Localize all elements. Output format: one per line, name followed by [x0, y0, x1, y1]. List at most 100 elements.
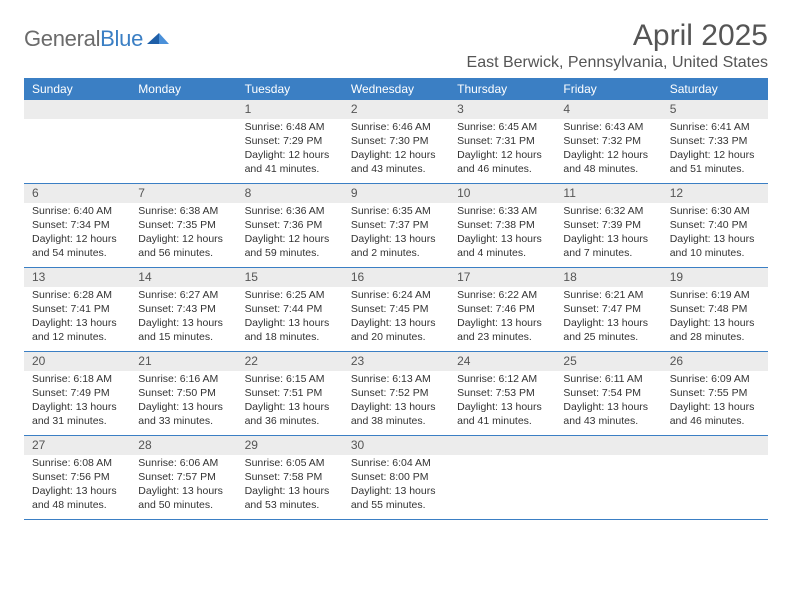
sunrise-line: Sunrise: 6:41 AM: [670, 121, 760, 135]
day-details: Sunrise: 6:05 AMSunset: 7:58 PMDaylight:…: [237, 455, 343, 518]
calendar-cell: 15Sunrise: 6:25 AMSunset: 7:44 PMDayligh…: [237, 267, 343, 351]
calendar-cell: 12Sunrise: 6:30 AMSunset: 7:40 PMDayligh…: [662, 183, 768, 267]
daylight-line: Daylight: 13 hours and 36 minutes.: [245, 401, 335, 429]
day-number: 8: [237, 184, 343, 204]
day-details-empty: [449, 455, 555, 507]
calendar-cell: 2Sunrise: 6:46 AMSunset: 7:30 PMDaylight…: [343, 100, 449, 184]
calendar-cell: 21Sunrise: 6:16 AMSunset: 7:50 PMDayligh…: [130, 351, 236, 435]
calendar-cell: 24Sunrise: 6:12 AMSunset: 7:53 PMDayligh…: [449, 351, 555, 435]
day-number: 27: [24, 436, 130, 456]
calendar-cell: [449, 435, 555, 519]
day-number: 17: [449, 268, 555, 288]
weekday-header: Friday: [555, 78, 661, 100]
day-number: 7: [130, 184, 236, 204]
calendar-cell: 19Sunrise: 6:19 AMSunset: 7:48 PMDayligh…: [662, 267, 768, 351]
day-details: Sunrise: 6:25 AMSunset: 7:44 PMDaylight:…: [237, 287, 343, 350]
location: East Berwick, Pennsylvania, United State…: [467, 54, 768, 72]
daylight-line: Daylight: 13 hours and 48 minutes.: [32, 485, 122, 513]
day-details: Sunrise: 6:45 AMSunset: 7:31 PMDaylight:…: [449, 119, 555, 182]
day-details: Sunrise: 6:12 AMSunset: 7:53 PMDaylight:…: [449, 371, 555, 434]
day-number: 29: [237, 436, 343, 456]
calendar-cell: 30Sunrise: 6:04 AMSunset: 8:00 PMDayligh…: [343, 435, 449, 519]
daylight-line: Daylight: 12 hours and 54 minutes.: [32, 233, 122, 261]
day-number-empty: [662, 436, 768, 456]
daylight-line: Daylight: 13 hours and 12 minutes.: [32, 317, 122, 345]
sunrise-line: Sunrise: 6:13 AM: [351, 373, 441, 387]
sunset-line: Sunset: 7:33 PM: [670, 135, 760, 149]
calendar-header-row: SundayMondayTuesdayWednesdayThursdayFrid…: [24, 78, 768, 100]
sunrise-line: Sunrise: 6:36 AM: [245, 205, 335, 219]
sunset-line: Sunset: 7:41 PM: [32, 303, 122, 317]
sunrise-line: Sunrise: 6:32 AM: [563, 205, 653, 219]
daylight-line: Daylight: 13 hours and 2 minutes.: [351, 233, 441, 261]
calendar-row: 20Sunrise: 6:18 AMSunset: 7:49 PMDayligh…: [24, 351, 768, 435]
daylight-line: Daylight: 13 hours and 15 minutes.: [138, 317, 228, 345]
day-number: 20: [24, 352, 130, 372]
day-details-empty: [24, 119, 130, 171]
calendar-row: 1Sunrise: 6:48 AMSunset: 7:29 PMDaylight…: [24, 100, 768, 184]
daylight-line: Daylight: 13 hours and 18 minutes.: [245, 317, 335, 345]
day-details: Sunrise: 6:35 AMSunset: 7:37 PMDaylight:…: [343, 203, 449, 266]
sunset-line: Sunset: 7:48 PM: [670, 303, 760, 317]
sunset-line: Sunset: 7:35 PM: [138, 219, 228, 233]
sunset-line: Sunset: 7:32 PM: [563, 135, 653, 149]
day-details: Sunrise: 6:18 AMSunset: 7:49 PMDaylight:…: [24, 371, 130, 434]
daylight-line: Daylight: 13 hours and 50 minutes.: [138, 485, 228, 513]
day-details: Sunrise: 6:16 AMSunset: 7:50 PMDaylight:…: [130, 371, 236, 434]
sunrise-line: Sunrise: 6:21 AM: [563, 289, 653, 303]
sunrise-line: Sunrise: 6:24 AM: [351, 289, 441, 303]
day-number: 19: [662, 268, 768, 288]
calendar-cell: 29Sunrise: 6:05 AMSunset: 7:58 PMDayligh…: [237, 435, 343, 519]
day-details: Sunrise: 6:19 AMSunset: 7:48 PMDaylight:…: [662, 287, 768, 350]
sunrise-line: Sunrise: 6:33 AM: [457, 205, 547, 219]
day-number: 1: [237, 100, 343, 120]
sunset-line: Sunset: 7:31 PM: [457, 135, 547, 149]
sunset-line: Sunset: 7:34 PM: [32, 219, 122, 233]
day-details: Sunrise: 6:11 AMSunset: 7:54 PMDaylight:…: [555, 371, 661, 434]
weekday-header: Thursday: [449, 78, 555, 100]
day-number: 16: [343, 268, 449, 288]
daylight-line: Daylight: 13 hours and 10 minutes.: [670, 233, 760, 261]
day-details: Sunrise: 6:22 AMSunset: 7:46 PMDaylight:…: [449, 287, 555, 350]
sunset-line: Sunset: 7:40 PM: [670, 219, 760, 233]
day-details-empty: [555, 455, 661, 507]
calendar-row: 27Sunrise: 6:08 AMSunset: 7:56 PMDayligh…: [24, 435, 768, 519]
sunset-line: Sunset: 7:29 PM: [245, 135, 335, 149]
day-details: Sunrise: 6:24 AMSunset: 7:45 PMDaylight:…: [343, 287, 449, 350]
calendar-cell: 20Sunrise: 6:18 AMSunset: 7:49 PMDayligh…: [24, 351, 130, 435]
sunset-line: Sunset: 7:44 PM: [245, 303, 335, 317]
sunrise-line: Sunrise: 6:06 AM: [138, 457, 228, 471]
calendar-cell: 4Sunrise: 6:43 AMSunset: 7:32 PMDaylight…: [555, 100, 661, 184]
sunset-line: Sunset: 7:51 PM: [245, 387, 335, 401]
day-details: Sunrise: 6:27 AMSunset: 7:43 PMDaylight:…: [130, 287, 236, 350]
sunrise-line: Sunrise: 6:04 AM: [351, 457, 441, 471]
calendar-cell: [662, 435, 768, 519]
sunrise-line: Sunrise: 6:16 AM: [138, 373, 228, 387]
day-details: Sunrise: 6:21 AMSunset: 7:47 PMDaylight:…: [555, 287, 661, 350]
day-details: Sunrise: 6:33 AMSunset: 7:38 PMDaylight:…: [449, 203, 555, 266]
month-title: April 2025: [467, 20, 768, 52]
sunrise-line: Sunrise: 6:30 AM: [670, 205, 760, 219]
day-number: 2: [343, 100, 449, 120]
sunset-line: Sunset: 7:37 PM: [351, 219, 441, 233]
sunrise-line: Sunrise: 6:18 AM: [32, 373, 122, 387]
day-number: 25: [555, 352, 661, 372]
logo-word2: Blue: [100, 26, 143, 51]
day-details: Sunrise: 6:36 AMSunset: 7:36 PMDaylight:…: [237, 203, 343, 266]
day-number: 4: [555, 100, 661, 120]
calendar-row: 13Sunrise: 6:28 AMSunset: 7:41 PMDayligh…: [24, 267, 768, 351]
day-number-empty: [130, 100, 236, 120]
day-details: Sunrise: 6:15 AMSunset: 7:51 PMDaylight:…: [237, 371, 343, 434]
sunrise-line: Sunrise: 6:08 AM: [32, 457, 122, 471]
calendar-cell: 9Sunrise: 6:35 AMSunset: 7:37 PMDaylight…: [343, 183, 449, 267]
sunset-line: Sunset: 7:39 PM: [563, 219, 653, 233]
day-details: Sunrise: 6:32 AMSunset: 7:39 PMDaylight:…: [555, 203, 661, 266]
sunrise-line: Sunrise: 6:19 AM: [670, 289, 760, 303]
sunrise-line: Sunrise: 6:45 AM: [457, 121, 547, 135]
calendar-cell: 25Sunrise: 6:11 AMSunset: 7:54 PMDayligh…: [555, 351, 661, 435]
sunset-line: Sunset: 7:53 PM: [457, 387, 547, 401]
day-details: Sunrise: 6:48 AMSunset: 7:29 PMDaylight:…: [237, 119, 343, 182]
sunset-line: Sunset: 7:36 PM: [245, 219, 335, 233]
day-details: Sunrise: 6:06 AMSunset: 7:57 PMDaylight:…: [130, 455, 236, 518]
weekday-header: Saturday: [662, 78, 768, 100]
